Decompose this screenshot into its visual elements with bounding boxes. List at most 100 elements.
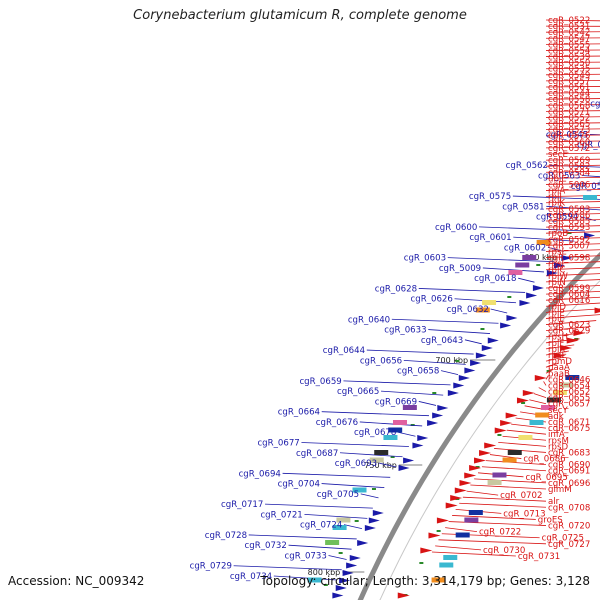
reverse-gene-label: cgR_5007 (548, 241, 590, 251)
leader-line (481, 466, 547, 472)
forward-gene-label: cgR_0705 (317, 490, 359, 500)
forward-gene-arrow (500, 322, 512, 329)
leader-line (304, 513, 368, 519)
reverse-gene-label: cgR_0655 (548, 394, 590, 404)
feature-block (443, 555, 458, 560)
reverse-gene-label: cgR_0695 (525, 473, 567, 483)
reverse-gene-label: cgR_0599 (548, 284, 590, 294)
reverse-gene-label: cgR_0731 (518, 552, 560, 562)
feature-block (482, 300, 497, 305)
minor-tick (354, 520, 359, 522)
reverse-gene-label: cgR_0547 (548, 34, 590, 44)
leader-line (545, 158, 600, 161)
reverse-gene-label: cgR_0557 (548, 77, 590, 87)
leader-line (479, 226, 585, 232)
leader-line (512, 195, 600, 200)
leader-line (545, 320, 597, 325)
feature-block (464, 517, 479, 523)
forward-gene-arrow (458, 375, 470, 381)
leader-line (545, 152, 600, 155)
leader-line (498, 441, 547, 447)
forward-gene-arrow (487, 337, 499, 344)
leader-line (545, 356, 564, 362)
reverse-gene-arrow (594, 307, 600, 314)
leader-line (273, 575, 338, 581)
forward-gene-arrow (364, 525, 376, 531)
leader-line (545, 183, 600, 185)
leader-line (485, 460, 547, 466)
reverse-gene-label: cgR_0696 (548, 479, 590, 489)
leader-line (447, 257, 554, 263)
forward-gene-label: cgR_0665 (337, 387, 379, 397)
reverse-gene-label: secE (548, 150, 568, 160)
leader-line (545, 362, 559, 368)
leader-line (545, 249, 600, 252)
leader-line (545, 237, 600, 240)
forward-gene-label: cgR_0721 (260, 510, 302, 520)
forward-gene-label: cgR_5009 (439, 264, 481, 274)
reverse-gene-label: glmM (548, 485, 572, 495)
leader-line (545, 116, 600, 118)
leader-line (545, 146, 600, 149)
reverse-gene-label: cgR_0623 (548, 321, 590, 331)
reverse-gene-label: cgR_0584 (548, 168, 590, 178)
reverse-gene-label: cgR_0720 (548, 522, 590, 532)
leader-line (343, 524, 363, 530)
reverse-gene-arrow (469, 465, 482, 471)
reverse-gene-label: rpmD (548, 357, 572, 367)
leader-line (545, 189, 600, 191)
leader-line (545, 225, 600, 228)
forward-gene-arrow (332, 592, 344, 599)
forward-gene-label: cgR_0632 (447, 305, 489, 315)
reverse-gene-label: rplA (548, 187, 565, 197)
forward-gene-label: cgR_0581 (502, 202, 544, 212)
feature-block (508, 270, 523, 275)
feature-block (388, 427, 403, 433)
forward-gene-arrow (412, 442, 424, 449)
reverse-gene-label: rplK (548, 199, 565, 209)
forward-gene-arrow (481, 345, 493, 351)
leader-line (545, 170, 600, 173)
forward-gene-arrow (470, 360, 482, 366)
reverse-gene-label: cgR_0550 (548, 59, 590, 69)
minor-tick (323, 584, 328, 586)
reverse-gene-label: rpsL (548, 247, 566, 257)
leader-line (543, 381, 547, 386)
feature-block (507, 450, 522, 455)
feature-block (468, 510, 483, 515)
reverse-gene-label: cgR_0598 (548, 254, 590, 264)
reverse-gene-arrow (459, 480, 472, 486)
forward-gene-label: cgR_0704 (278, 480, 320, 490)
reverse-gene-arrow (484, 442, 497, 449)
reverse-gene-label: cgR_0727 (548, 540, 590, 550)
forward-gene-label: cgR_0643 (421, 336, 463, 346)
leader-line (545, 273, 600, 277)
forward-gene-label: cgR_0603 (404, 254, 446, 264)
leader-line (321, 411, 430, 417)
reverse-gene-label: rpsE (548, 351, 567, 361)
leader-line (545, 219, 600, 222)
reverse-gene-label: cgR_0652 (548, 388, 590, 398)
forward-gene-arrow (464, 367, 476, 374)
reverse-gene-arrow (494, 427, 507, 434)
reverse-gene-arrow (428, 532, 441, 539)
feature-block (369, 457, 384, 463)
reverse-gene-label: cgR_0542 (548, 28, 590, 38)
forward-gene-arrow (357, 540, 369, 546)
leader-line (545, 375, 549, 380)
reverse-gene-label: cgR_0585 (548, 217, 590, 227)
feature-block (439, 562, 454, 568)
leader-line (233, 565, 342, 571)
forward-gene-label: cgR_0724 (300, 521, 342, 531)
forward-gene-label: cgR_0618 (474, 274, 516, 284)
reverse-gene-arrow (397, 592, 410, 599)
reverse-gene-label: cgR_0657 (548, 400, 590, 410)
leader-line (533, 393, 547, 399)
reverse-gene-arrow (464, 472, 477, 479)
forward-gene-label: cgR_0659 (299, 377, 341, 387)
reverse-gene-arrow (516, 397, 529, 404)
reverse-gene-label: rplE (548, 314, 565, 324)
leader-line (490, 308, 508, 314)
inner-track-guide (379, 279, 600, 600)
